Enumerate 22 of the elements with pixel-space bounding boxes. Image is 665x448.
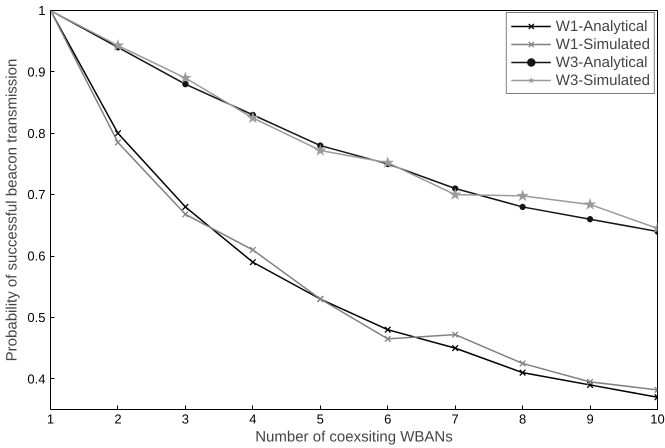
x-tick-label: 7 [452, 412, 459, 426]
y-tick-label: 1 [38, 3, 46, 18]
x-axis-title: Number of coexsiting WBANs [255, 428, 453, 446]
x-tick-label: 10 [650, 412, 665, 426]
y-axis-title: Probability of successful beacon transmission [3, 58, 20, 362]
x-tick-label: 6 [384, 412, 392, 426]
x-tick-label: 9 [586, 412, 594, 426]
legend-label: W3-Analytical [556, 53, 648, 71]
y-tick-label: 0.4 [27, 371, 46, 386]
y-tick-label: 0.6 [27, 248, 46, 264]
y-tick-label: 0.7 [27, 187, 46, 202]
x-tick-label: 2 [114, 412, 122, 426]
x-tick-label: 5 [316, 412, 324, 426]
legend-label: W3-Simulated [556, 71, 650, 89]
x-tick-label: 3 [182, 412, 190, 426]
x-tick-label: 4 [249, 412, 256, 426]
y-tick-label: 0.5 [27, 310, 46, 325]
y-tick-label: 0.8 [27, 126, 46, 141]
legend-label: W1-Analytical [556, 17, 648, 35]
legend-label: W1-Simulated [556, 35, 650, 53]
y-tick-label: 0.9 [27, 64, 46, 80]
x-tick-label: 8 [518, 412, 526, 426]
